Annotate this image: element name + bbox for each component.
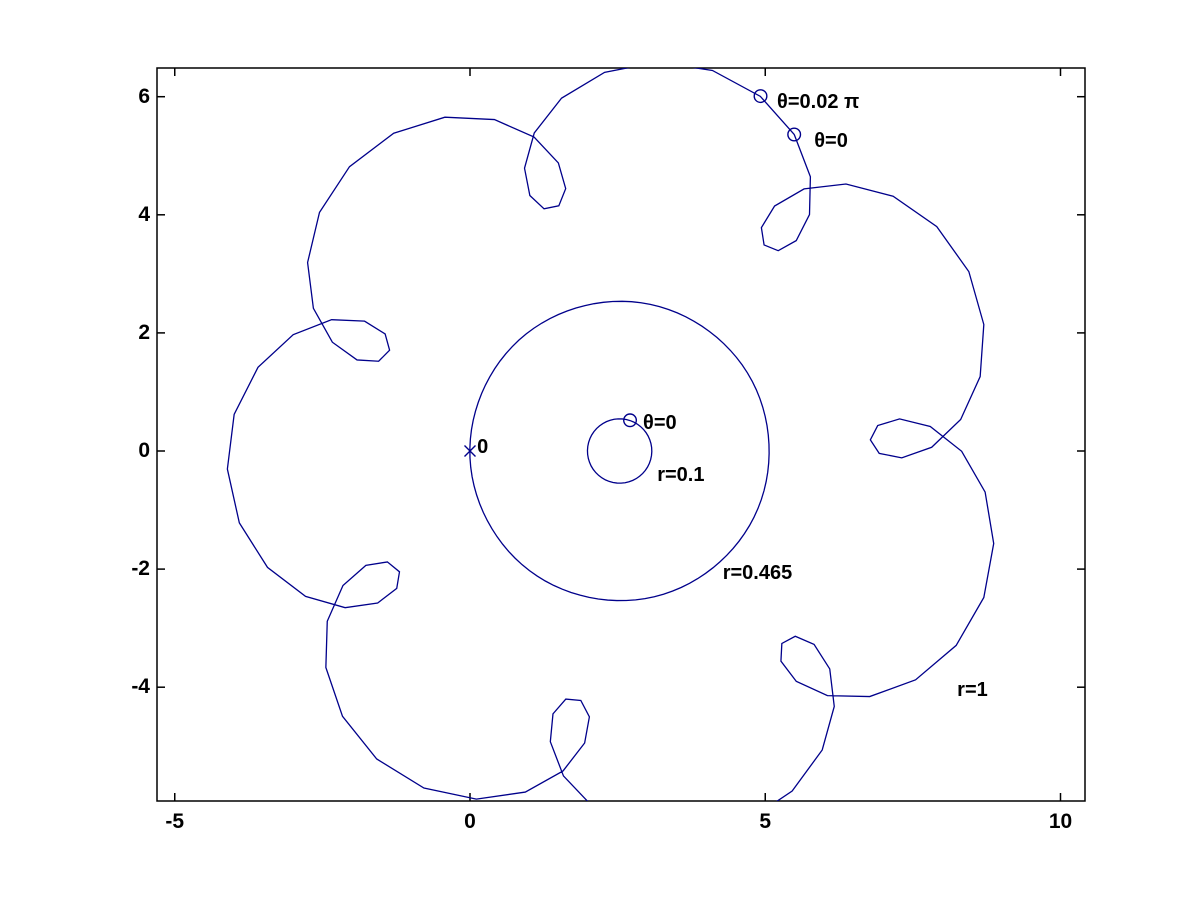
x-tick-label: 0 — [464, 810, 476, 833]
curves — [226, 68, 995, 801]
x-tick-label: -5 — [165, 810, 185, 833]
curve-r-0-1 — [586, 418, 653, 484]
y-tick-label: 4 — [138, 202, 150, 226]
x-marker-origin — [464, 445, 476, 457]
circle-marker-theta-0 — [787, 127, 802, 142]
annotation-label: r=0.1 — [657, 464, 705, 487]
y-tick-label: 2 — [138, 320, 150, 344]
circle-marker-theta-0.02pi — [753, 89, 768, 104]
axes-box — [156, 67, 1086, 802]
circle-marker-theta-0 — [623, 413, 638, 428]
annotation-label: θ=0.02 π — [777, 91, 860, 113]
annotation-label: θ=0 — [814, 129, 848, 152]
annotation-label: θ=0 — [643, 412, 677, 435]
annotation-label: 0 — [477, 435, 489, 458]
curve-r-0-465 — [469, 300, 770, 602]
markers — [464, 89, 802, 457]
y-tick-label: -4 — [131, 675, 150, 699]
x-tick-label: 5 — [759, 810, 772, 833]
annotation-label: r=0.465 — [722, 561, 793, 584]
x-tick-label: 10 — [1048, 810, 1073, 833]
y-tick-label: 6 — [138, 84, 150, 108]
curve-r-1 — [226, 68, 995, 801]
annotation-label: r=1 — [957, 678, 988, 701]
y-tick-label: 0 — [138, 439, 150, 462]
y-tick-label: -2 — [131, 557, 150, 581]
tick-marks — [157, 68, 1085, 801]
